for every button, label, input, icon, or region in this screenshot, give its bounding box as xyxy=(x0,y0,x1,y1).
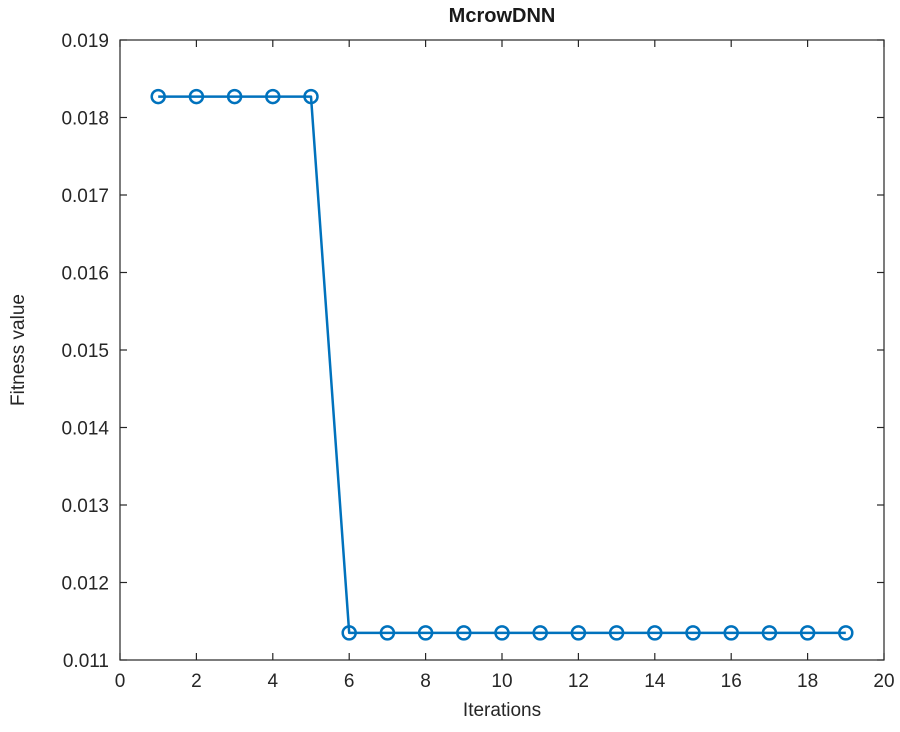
data-point-marker xyxy=(838,625,854,641)
data-point-marker xyxy=(532,625,548,641)
y-tick-label: 0.015 xyxy=(61,341,109,362)
axes-box xyxy=(119,39,885,661)
x-tick-label: 10 xyxy=(491,671,512,692)
data-point-marker xyxy=(379,625,396,641)
y-tick-label: 0.017 xyxy=(61,186,109,207)
y-tick-label: 0.013 xyxy=(61,496,109,517)
y-tick-label: 0.018 xyxy=(61,109,109,130)
data-point-marker xyxy=(188,88,205,105)
x-tick-label: 12 xyxy=(568,671,589,692)
x-tick-label: 16 xyxy=(721,671,742,692)
data-point-marker xyxy=(570,625,587,641)
y-tick-label: 0.014 xyxy=(61,419,109,440)
x-tick-label: 6 xyxy=(344,671,355,692)
y-tick-label: 0.011 xyxy=(63,651,109,672)
data-point-marker xyxy=(456,625,472,641)
y-tick-label: 0.012 xyxy=(61,574,109,595)
x-tick-label: 14 xyxy=(644,671,666,692)
y-axis-label: Fitness value xyxy=(8,294,29,406)
data-point-marker xyxy=(226,88,243,105)
data-point-marker xyxy=(150,88,166,105)
x-tick-label: 8 xyxy=(420,671,431,692)
data-point-marker xyxy=(608,625,625,641)
x-tick-label: 2 xyxy=(191,671,202,692)
x-tick-label: 20 xyxy=(873,671,894,692)
data-point-marker xyxy=(685,625,701,641)
plot-area: 0 2 4 6 8 10 12 14 16 18 20 0.011 0.012 0.013 0.014 0.0… xyxy=(61,31,894,692)
data-point-marker xyxy=(799,625,816,641)
y-tick-label: 0.016 xyxy=(61,264,109,285)
y-tick-label: 0.019 xyxy=(61,31,109,52)
data-point-marker xyxy=(265,88,281,105)
chart-title: McrowDNN xyxy=(449,5,556,27)
data-point-marker xyxy=(494,625,510,641)
data-point-marker xyxy=(303,88,319,105)
data-point-marker xyxy=(723,625,739,641)
series-line xyxy=(158,95,846,635)
data-point-marker xyxy=(647,625,663,641)
data-point-marker xyxy=(761,625,778,641)
x-tick-label: 4 xyxy=(268,671,279,692)
data-point-marker xyxy=(417,625,434,641)
x-axis-label: Iterations xyxy=(463,700,541,721)
x-tick-label: 18 xyxy=(797,671,818,692)
x-tick-label: 0 xyxy=(115,671,126,692)
data-point-marker xyxy=(341,625,357,641)
